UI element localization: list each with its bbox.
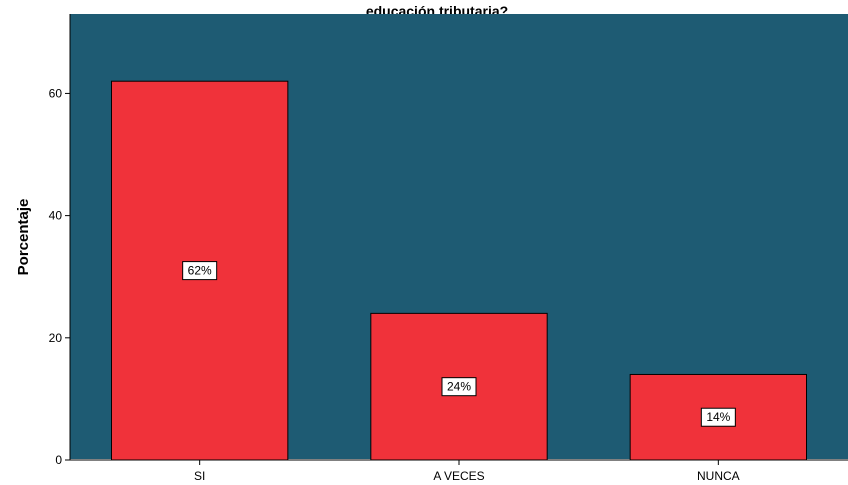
bars-group: 62% 24% 14% — [110, 80, 808, 461]
y-tick-label: 20 — [49, 331, 63, 345]
data-label-box — [441, 377, 477, 397]
x-tick-label: A VECES — [433, 469, 484, 483]
data-label-box — [182, 261, 218, 281]
y-tick-label: 0 — [55, 453, 62, 467]
data-label-text: 62% — [188, 264, 212, 278]
x-tick-label: SI — [194, 469, 205, 483]
y-axis-label: Porcentaje — [15, 199, 32, 276]
data-label-text: 14% — [706, 410, 730, 424]
data-label: 62% — [182, 261, 218, 281]
x-axis-ticks: SI A VECES NUNCA — [194, 460, 740, 483]
data-label: 24% — [441, 377, 477, 397]
data-label-text: 24% — [447, 380, 471, 394]
y-axis-ticks: 0 20 40 60 — [49, 86, 70, 467]
y-tick-label: 60 — [49, 86, 63, 100]
data-label-box — [700, 407, 736, 427]
y-tick-label: 40 — [49, 209, 63, 223]
data-label: 14% — [700, 407, 736, 427]
x-tick-label: NUNCA — [697, 469, 740, 483]
